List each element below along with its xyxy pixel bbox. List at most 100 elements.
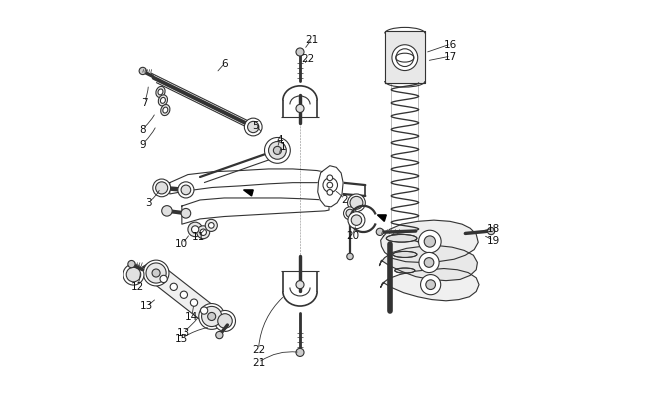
Text: 19: 19	[487, 236, 500, 246]
Circle shape	[123, 264, 144, 286]
Circle shape	[488, 228, 495, 235]
Text: 3: 3	[145, 198, 151, 207]
Text: 13: 13	[140, 301, 153, 311]
Circle shape	[392, 46, 418, 71]
Circle shape	[346, 254, 353, 260]
Circle shape	[190, 299, 198, 307]
Text: 18: 18	[487, 224, 500, 234]
Circle shape	[265, 138, 291, 164]
Ellipse shape	[159, 96, 168, 107]
Text: 11: 11	[191, 232, 205, 242]
Text: 17: 17	[444, 52, 458, 62]
Ellipse shape	[163, 108, 168, 114]
Ellipse shape	[156, 87, 165, 98]
Circle shape	[348, 212, 365, 229]
Ellipse shape	[161, 105, 170, 116]
Circle shape	[153, 179, 170, 197]
Circle shape	[216, 332, 223, 339]
Polygon shape	[170, 170, 329, 194]
Circle shape	[424, 258, 434, 268]
Circle shape	[143, 260, 169, 286]
Text: 13: 13	[176, 327, 190, 337]
Circle shape	[192, 226, 199, 233]
Polygon shape	[182, 198, 329, 225]
Circle shape	[344, 207, 356, 220]
Circle shape	[126, 268, 141, 282]
Circle shape	[181, 185, 190, 195]
Circle shape	[421, 275, 441, 295]
Circle shape	[323, 178, 337, 193]
Circle shape	[419, 231, 441, 253]
Text: 22: 22	[252, 344, 265, 354]
Text: 2: 2	[341, 195, 348, 205]
Circle shape	[327, 175, 333, 181]
Circle shape	[348, 194, 365, 212]
Circle shape	[268, 142, 286, 160]
Text: 10: 10	[176, 239, 188, 249]
Text: 14: 14	[185, 311, 198, 321]
Circle shape	[139, 68, 146, 75]
Circle shape	[248, 122, 259, 133]
Circle shape	[419, 253, 439, 273]
Polygon shape	[150, 266, 218, 324]
Circle shape	[296, 105, 304, 113]
Circle shape	[207, 313, 216, 321]
Circle shape	[346, 210, 354, 218]
Circle shape	[209, 223, 214, 229]
Circle shape	[244, 119, 262, 136]
Text: 6: 6	[222, 59, 228, 69]
Circle shape	[152, 269, 160, 277]
Text: 21: 21	[252, 358, 265, 368]
Circle shape	[296, 349, 304, 356]
Circle shape	[197, 226, 210, 239]
Circle shape	[160, 276, 167, 283]
Circle shape	[181, 209, 190, 219]
Circle shape	[162, 206, 172, 217]
Text: 20: 20	[346, 230, 359, 241]
Circle shape	[396, 50, 413, 67]
Polygon shape	[244, 190, 254, 196]
Polygon shape	[381, 221, 478, 263]
Ellipse shape	[393, 252, 417, 258]
Text: 1: 1	[280, 141, 286, 151]
Polygon shape	[380, 246, 477, 281]
Text: 15: 15	[176, 333, 188, 343]
Polygon shape	[378, 215, 386, 222]
Circle shape	[155, 182, 168, 194]
Circle shape	[214, 311, 235, 332]
Circle shape	[199, 304, 225, 330]
Text: 9: 9	[140, 139, 146, 149]
Polygon shape	[381, 269, 479, 301]
Circle shape	[218, 314, 232, 328]
Text: 12: 12	[131, 281, 144, 291]
Circle shape	[180, 291, 187, 298]
Circle shape	[351, 215, 361, 226]
Text: 4: 4	[276, 135, 283, 145]
Ellipse shape	[161, 98, 165, 104]
Text: 5: 5	[252, 120, 259, 130]
Circle shape	[188, 223, 202, 237]
Ellipse shape	[158, 90, 163, 96]
Text: 21: 21	[306, 34, 318, 45]
Circle shape	[200, 230, 207, 236]
Circle shape	[296, 49, 304, 57]
Circle shape	[376, 229, 384, 236]
Circle shape	[205, 220, 217, 232]
Circle shape	[170, 284, 177, 291]
Circle shape	[200, 307, 208, 314]
Circle shape	[424, 236, 436, 247]
Circle shape	[274, 147, 281, 155]
Circle shape	[178, 182, 194, 198]
Circle shape	[426, 280, 436, 290]
Circle shape	[350, 197, 363, 210]
Circle shape	[296, 281, 304, 289]
Circle shape	[202, 307, 222, 327]
Polygon shape	[318, 166, 343, 207]
Circle shape	[128, 261, 135, 268]
Circle shape	[327, 190, 333, 196]
Polygon shape	[385, 32, 425, 84]
Text: 7: 7	[141, 98, 148, 108]
Circle shape	[327, 183, 333, 188]
Text: 22: 22	[302, 53, 315, 64]
Ellipse shape	[386, 235, 417, 243]
